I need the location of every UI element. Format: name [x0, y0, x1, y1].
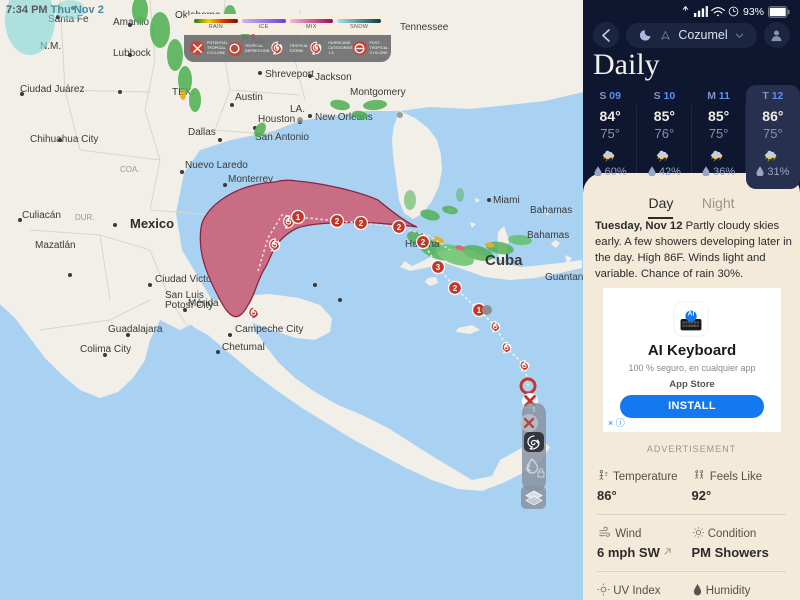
svg-text:Colima City: Colima City	[80, 344, 131, 355]
svg-text:Tennessee: Tennessee	[400, 22, 449, 33]
svg-text:Ciudad Juárez: Ciudad Juárez	[20, 84, 84, 95]
svg-text:Culiacán: Culiacán	[22, 210, 61, 221]
svg-text:Miami: Miami	[493, 195, 520, 206]
svg-text:Cuba: Cuba	[485, 252, 523, 269]
svg-text:Guadalajara: Guadalajara	[108, 324, 163, 335]
svg-text:Chetumal: Chetumal	[222, 342, 265, 353]
svg-text:Ciudad Victoria: Ciudad Victoria	[155, 274, 223, 285]
svg-text:AI: AI	[688, 311, 695, 318]
svg-text:Mexico: Mexico	[130, 216, 174, 231]
svg-text:DUR.: DUR.	[75, 213, 95, 222]
svg-text:Monterrey: Monterrey	[228, 174, 273, 185]
svg-text:Havana: Havana	[405, 239, 440, 250]
svg-text:Montgomery: Montgomery	[350, 87, 406, 98]
svg-text:LA.: LA.	[290, 104, 305, 115]
svg-text:Lubbock: Lubbock	[113, 48, 152, 59]
svg-text:Chihuahua City: Chihuahua City	[30, 134, 98, 145]
svg-text:Shreveport: Shreveport	[265, 69, 314, 80]
svg-text:Bahamas: Bahamas	[530, 205, 572, 216]
svg-text:Nuevo Laredo: Nuevo Laredo	[185, 160, 248, 171]
svg-text:Austin: Austin	[235, 92, 263, 103]
svg-text:COA.: COA.	[120, 165, 140, 174]
svg-text:Campeche City: Campeche City	[235, 324, 303, 335]
svg-text:Guantanamo: Guantanamo	[545, 272, 583, 283]
svg-text:Mazatlán: Mazatlán	[35, 240, 76, 251]
svg-text:Potosí City: Potosí City	[165, 300, 213, 311]
svg-text:Bahamas: Bahamas	[527, 230, 569, 241]
svg-text:Dallas: Dallas	[188, 127, 216, 138]
svg-text:Jackson: Jackson	[315, 72, 352, 83]
